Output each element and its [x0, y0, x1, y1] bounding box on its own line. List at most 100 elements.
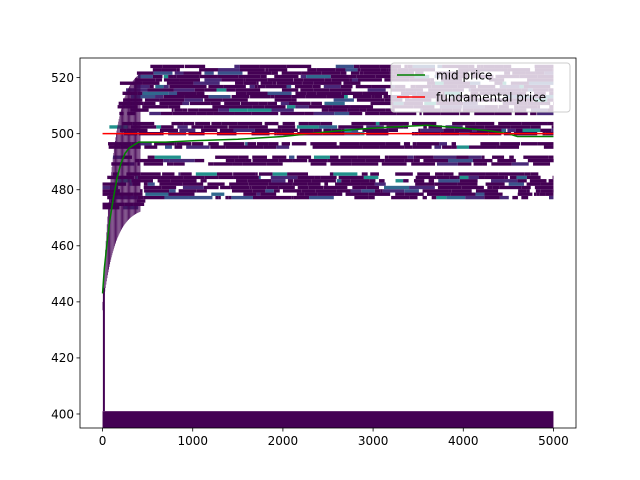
heatmap-cell	[258, 175, 261, 180]
heatmap-cell	[334, 111, 350, 116]
heatmap-cell	[172, 111, 197, 116]
heatmap-cell	[194, 158, 205, 163]
heatmap-cell	[435, 172, 444, 176]
heatmap-cell	[160, 111, 173, 116]
heatmap-cell	[245, 158, 252, 163]
heatmap-cell	[171, 108, 174, 112]
heatmap-cell	[523, 155, 549, 159]
heatmap-cell	[366, 108, 386, 112]
heatmap-cell	[338, 125, 364, 129]
heatmap-cell	[352, 95, 372, 99]
heatmap-cell	[245, 142, 248, 146]
heatmap-cell	[485, 172, 499, 176]
heatmap-cell	[224, 101, 241, 106]
heatmap-cell	[136, 128, 148, 132]
heatmap-cell	[386, 68, 389, 72]
heatmap-cell	[368, 192, 391, 196]
heatmap-cell	[439, 142, 448, 146]
heatmap-cell	[272, 172, 288, 176]
heatmap-cell	[204, 175, 219, 180]
heatmap-cell	[375, 121, 380, 126]
heatmap-cell	[478, 175, 485, 180]
heatmap-cell	[475, 189, 499, 193]
heatmap-cell	[343, 81, 351, 85]
heatmap-cell	[217, 68, 240, 72]
heatmap-cell	[379, 121, 389, 126]
heatmap-cell	[395, 172, 413, 176]
heatmap-cell	[549, 195, 554, 200]
heatmap-cell	[304, 192, 318, 196]
heatmap-cell	[195, 121, 211, 126]
heatmap-cell	[137, 175, 161, 180]
heatmap-cell	[287, 179, 294, 183]
heatmap-cell	[236, 179, 248, 183]
heatmap-cell	[313, 155, 330, 159]
heatmap-cell	[268, 68, 288, 72]
heatmap-cell	[143, 185, 162, 190]
heatmap-cell	[234, 111, 252, 116]
heatmap-cell	[504, 175, 508, 180]
heatmap-cell	[481, 155, 485, 159]
heatmap-cell	[332, 105, 351, 109]
heatmap-cell	[177, 91, 197, 95]
heatmap-cell	[179, 128, 196, 132]
heatmap-cell	[157, 179, 171, 183]
heatmap-cell	[183, 121, 195, 126]
heatmap-cell	[226, 88, 236, 92]
heatmap-cell	[176, 74, 200, 79]
heatmap-cell	[282, 189, 302, 193]
heatmap-cell	[416, 142, 440, 146]
heatmap-cell	[203, 125, 228, 129]
heatmap-cell	[130, 95, 156, 99]
heatmap-cell	[192, 142, 204, 146]
heatmap-cell	[291, 98, 297, 102]
heatmap-cell	[198, 108, 219, 112]
heatmap-cell	[271, 179, 286, 183]
heatmap-cell	[212, 105, 228, 109]
heatmap-cell	[380, 189, 383, 193]
heatmap-cell	[514, 111, 528, 116]
heatmap-cell	[267, 78, 294, 82]
heatmap-cell	[295, 91, 307, 95]
heatmap-cell	[491, 162, 512, 166]
heatmap-cell	[423, 158, 449, 163]
heatmap-cell	[176, 142, 192, 146]
heatmap-cell	[159, 128, 179, 132]
heatmap-cell	[247, 179, 272, 183]
heatmap-cell	[485, 182, 505, 186]
heatmap-cell	[229, 182, 249, 186]
heatmap-cell	[281, 128, 298, 132]
heatmap-cell	[315, 189, 337, 193]
heatmap-cell	[147, 155, 155, 159]
y-tick-label: 420	[51, 351, 74, 365]
heatmap-cell	[496, 145, 520, 149]
heatmap-cell	[300, 88, 314, 92]
heatmap-cell	[510, 125, 531, 129]
heatmap-cell	[147, 88, 174, 92]
heatmap-cell	[461, 185, 484, 190]
heatmap-cell	[230, 185, 250, 190]
heatmap-cell	[177, 125, 188, 129]
heatmap-cell	[517, 192, 533, 196]
heatmap-cell	[178, 189, 197, 193]
heatmap-cell	[255, 172, 258, 176]
heatmap-cell	[184, 95, 209, 99]
heatmap-cell	[384, 155, 389, 159]
heatmap-cell	[264, 121, 279, 126]
heatmap-cell	[218, 175, 234, 180]
heatmap-cell	[220, 185, 231, 190]
heatmap-cell	[297, 175, 315, 180]
y-tick-label: 480	[51, 183, 74, 197]
heatmap-cell	[323, 128, 332, 132]
heatmap-cell	[451, 145, 457, 149]
heatmap-cell	[211, 121, 222, 126]
heatmap-cell	[548, 179, 554, 183]
heatmap-cell	[266, 185, 279, 190]
heatmap-cell	[415, 155, 434, 159]
heatmap-cell	[339, 142, 360, 146]
heatmap-cell	[351, 158, 366, 163]
heatmap-cell	[340, 84, 353, 89]
heatmap-cell	[167, 162, 174, 166]
heatmap-cell	[420, 128, 444, 132]
